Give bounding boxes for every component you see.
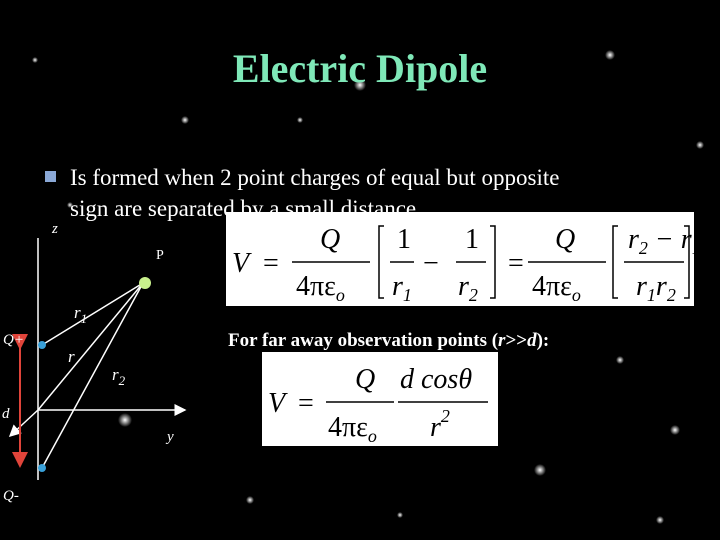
eq-token: 4πεo [296,271,345,305]
dipole-diagram [8,238,187,480]
text-part: d [527,330,537,351]
eq-token: V [232,248,252,279]
text-part: r [112,365,119,384]
text-part: 1 [403,285,412,305]
label: Q+ [3,332,24,348]
text-part: o [368,426,377,446]
text-part: r [498,330,506,351]
eq-token: Q [355,364,375,395]
text-part: 4πε [532,271,572,302]
text-part: 4πε [296,271,336,302]
label: r2 [112,365,126,388]
eq-token: r2 [430,406,450,443]
text-part: 1 [692,238,701,258]
text-part: r [628,224,639,255]
note-text: For far away observation points (r>>d): [228,330,549,351]
text-part: 2 [639,238,648,258]
text-part: 2 [667,285,676,305]
text-part: 2 [119,373,126,388]
equation-2: V = Q 4πεo d cosθ r2 [262,352,498,446]
text-part: 2 [441,406,450,426]
text-part: r [392,271,403,302]
eq-token: d cosθ [400,364,472,395]
eq-token: 1 [465,224,479,255]
eq-token: − [423,248,439,279]
eq-token: 1 [397,224,411,255]
eq-token: Q [320,224,340,255]
bullet-marker [45,171,56,182]
equation-1: V = Q 4πεo 1 r1 − 1 r2 = Q 4πεo r2 − r1 … [226,212,701,306]
label: y [165,429,174,445]
text-part: r [74,303,81,322]
text-part: 1 [647,285,656,305]
text-part: r [636,271,647,302]
text-part: o [572,285,581,305]
eq-token: 4πεo [532,271,581,305]
text-part: r [656,271,667,302]
stars [32,50,704,524]
text-part: 4πε [328,412,368,443]
text-part: >> [505,330,527,351]
label: P [156,248,164,263]
eq-token: r2 [458,271,478,305]
eq-token: = [263,248,279,279]
label: Q- [3,488,19,504]
text-part: r [458,271,469,302]
eq-token: r1 [392,271,412,305]
eq-token: r2 − r1 [628,224,701,258]
label: d [2,406,10,422]
text-part: r [430,412,441,443]
eq-token: Q [555,224,575,255]
eq-token: 4πεo [328,412,377,446]
slide-title: Electric Dipole [233,46,487,91]
text-part: o [336,285,345,305]
text-part: 2 [469,285,478,305]
text-part: 1 [81,311,88,326]
label: z [51,221,58,237]
text-part: ): [537,330,550,351]
diagram-labels: z P r1 Q+ r r2 d y Q- [2,221,174,504]
eq-token: r1r2 [636,271,676,305]
eq-token: = [508,248,524,279]
bullet-line: Is formed when 2 point charges of equal … [70,165,560,190]
text-part: − r [648,224,692,255]
eq-token: V [268,388,288,419]
eq-token: = [298,388,314,419]
text-part: For far away observation points ( [228,330,498,351]
label: r1 [74,303,87,326]
label: r [68,347,75,366]
